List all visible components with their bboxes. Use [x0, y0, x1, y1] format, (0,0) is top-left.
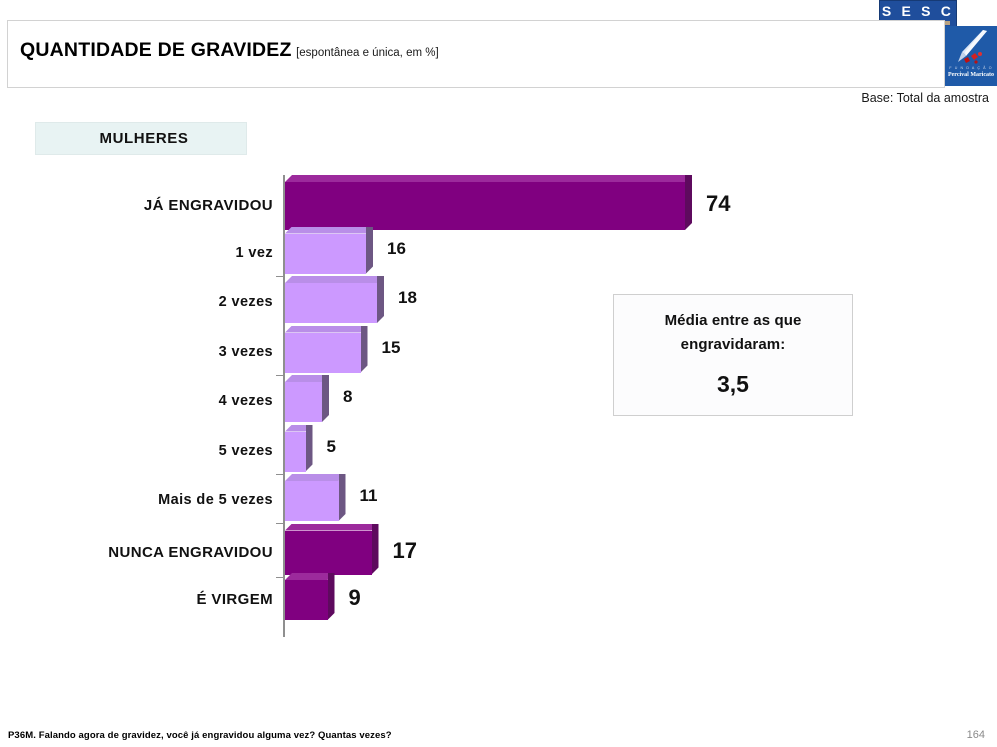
chart-bar[interactable] — [285, 425, 313, 472]
chart-category-label: 2 vezes — [218, 294, 273, 310]
chart-row: 2 vezes 18 — [0, 276, 900, 323]
chart-category-label: 5 vezes — [218, 442, 273, 459]
chart-category-label: É VIRGEM — [196, 591, 273, 608]
chart-category-label: 4 vezes — [218, 393, 273, 409]
media-callout-title-line2: engravidaram: — [680, 336, 786, 353]
chart-axis-tick — [276, 523, 284, 524]
chart-bar[interactable] — [285, 227, 373, 274]
chart-row: NUNCA ENGRAVIDOU 17 — [0, 524, 900, 575]
chart-bar-top-face — [285, 425, 313, 432]
fundacao-logo: F U N D A Ç Ã O Percival Maricato — [945, 26, 997, 86]
page-number: 164 — [966, 729, 985, 741]
chart-category-label: JÁ ENGRAVIDOU — [143, 197, 273, 214]
chart-category-label: NUNCA ENGRAVIDOU — [108, 543, 273, 561]
chart-axis-tick — [276, 275, 284, 277]
chart-bar-front-face — [285, 233, 366, 274]
brush-icon — [958, 30, 987, 64]
chart-row: 5 vezes 5 — [0, 425, 900, 472]
chart-bar[interactable] — [285, 524, 379, 575]
chart-bar-front-face — [285, 580, 328, 620]
chart-axis-tick — [276, 374, 284, 376]
chart-value-label: 5 — [326, 436, 336, 456]
chart-bar-front-face — [285, 481, 339, 521]
group-tag-mulheres: MULHERES — [35, 122, 247, 155]
chart-row: 3 vezes 15 — [0, 326, 900, 373]
chart-row: JÁ ENGRAVIDOU 74 — [0, 175, 900, 230]
chart-bar-side-face — [339, 474, 346, 521]
chart-bar-side-face — [685, 175, 692, 230]
slide-title-box: QUANTIDADE DE GRAVIDEZ [espontânea e úni… — [7, 20, 945, 88]
chart-value-label: 15 — [381, 337, 401, 357]
chart-bar-front-face — [285, 182, 685, 230]
chart-bar[interactable] — [285, 175, 692, 230]
chart-bar[interactable] — [285, 573, 335, 620]
chart-bar[interactable] — [285, 276, 384, 323]
page-title: QUANTIDADE DE GRAVIDEZ — [20, 39, 292, 61]
chart-bar-top-face — [285, 227, 373, 234]
media-callout-title: Média entre as que engravidaram: — [665, 309, 802, 357]
chart-bar-top-face — [285, 375, 329, 382]
chart-bar-side-face — [361, 326, 368, 373]
chart-bar-side-face — [377, 276, 384, 323]
chart-value-label: 16 — [387, 238, 406, 258]
chart-value-label: 8 — [343, 387, 353, 406]
chart-bar-front-face — [285, 283, 377, 323]
chart-category-label: 1 vez — [235, 244, 273, 261]
base-label: Base: Total da amostra — [861, 91, 989, 105]
chart-bar[interactable] — [285, 474, 346, 521]
chart-row: 4 vezes 8 — [0, 375, 900, 422]
chart-bar-front-face — [285, 382, 322, 422]
slide-title: QUANTIDADE DE GRAVIDEZ [espontânea e úni… — [20, 39, 439, 62]
media-callout-title-line1: Média entre as que — [664, 312, 802, 329]
chart-bar-side-face — [306, 425, 313, 472]
chart-bar[interactable] — [285, 375, 329, 422]
chart-bar[interactable] — [285, 326, 368, 373]
chart-bar-side-face — [328, 573, 335, 620]
chart-row: Mais de 5 vezes 11 — [0, 474, 900, 521]
chart-bar-top-face — [285, 276, 384, 283]
chart-axis-tick — [276, 576, 284, 578]
chart-bar-front-face — [285, 530, 372, 575]
chart-bar-front-face — [285, 332, 361, 373]
chart-bar-side-face — [366, 227, 373, 274]
chart-row: É VIRGEM 9 — [0, 573, 900, 620]
chart-bar-top-face — [285, 573, 335, 580]
footer-question: P36M. Falando agora de gravidez, você já… — [8, 730, 392, 741]
sesc-logo-text: S E S C — [881, 3, 955, 19]
chart-row: 1 vez 16 — [0, 227, 900, 274]
chart-value-label: 17 — [392, 537, 417, 563]
chart-axis — [283, 175, 285, 637]
chart-value-label: 74 — [706, 191, 731, 216]
media-callout-value: 3,5 — [717, 371, 749, 397]
fundacao-logo-line2: Percival Maricato — [947, 72, 995, 78]
fundacao-logo-line1: F U N D A Ç Ã O — [949, 66, 993, 70]
chart-value-label: 9 — [348, 585, 361, 610]
page-subtitle: [espontânea e única, em %] — [296, 47, 439, 59]
chart-bar-top-face — [285, 474, 346, 481]
chart-category-label: Mais de 5 vezes — [158, 492, 273, 508]
chart-bar-top-face — [285, 326, 368, 333]
chart-bar-top-face — [285, 524, 379, 531]
bar-chart: JÁ ENGRAVIDOU 74 1 vez 16 2 vezes 18 3 vezes 15… — [0, 168, 900, 638]
group-tag-label: MULHERES — [99, 130, 189, 147]
chart-axis-tick — [276, 473, 284, 475]
chart-value-label: 18 — [398, 288, 417, 307]
chart-category-label: 3 vezes — [218, 343, 273, 360]
chart-bar-top-face — [285, 175, 692, 182]
media-callout-box: Média entre as que engravidaram: 3,5 — [613, 294, 853, 416]
chart-value-label: 11 — [359, 486, 378, 505]
chart-bar-side-face — [372, 524, 379, 575]
chart-bar-front-face — [285, 431, 306, 472]
chart-bar-side-face — [322, 375, 329, 422]
